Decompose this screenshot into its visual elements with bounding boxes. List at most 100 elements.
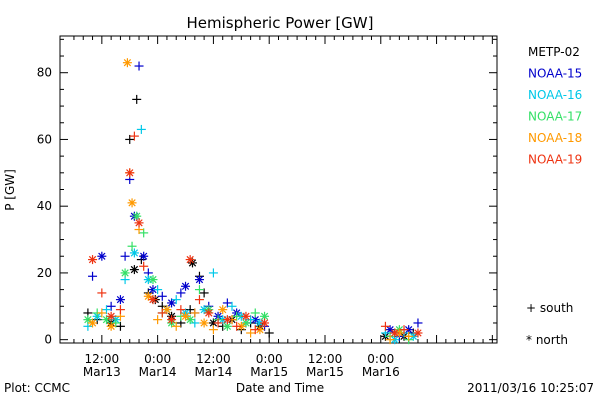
data-point [136,124,146,134]
x-tick-date-label: Mar15 [306,365,344,379]
data-point [413,328,423,338]
data-point [148,285,158,295]
data-point [148,275,158,285]
data-point [97,251,107,261]
data-point [181,281,191,291]
data-point [139,261,149,271]
data-point [185,255,195,265]
data-point [218,305,228,315]
data-point [125,168,135,178]
data-point [241,311,251,321]
data-point [246,328,256,338]
chart-title: Hemispheric Power [GW] [187,14,374,32]
marker-key-entry: * north [526,333,568,347]
data-point [250,308,260,318]
data-point [232,321,242,331]
data-point [129,248,139,258]
data-point [222,298,232,308]
x-axis-label: Date and Time [236,381,324,395]
data-point [213,318,223,328]
y-tick-label: 0 [44,333,52,347]
y-axis: 0 20 40 60 80 [37,38,497,347]
data-point [264,328,274,338]
data-point [181,311,191,321]
y-tick-label: 20 [37,266,52,280]
data-point [199,318,209,328]
y-axis-label: P [GW] [3,169,17,211]
y-tick-label: 80 [37,66,52,80]
data-point [176,305,186,315]
data-point [129,131,139,141]
data-point [127,198,137,208]
data-point [115,295,125,305]
data-point [399,325,409,335]
data-point [162,305,172,315]
series-noaa-15 [88,61,423,341]
data-point [153,315,163,325]
data-point [404,331,414,341]
x-tick-label: 0:00 [256,352,283,366]
data-points [83,58,423,345]
x-tick-date-label: Mar13 [83,365,121,379]
data-point [222,315,232,325]
data-point [227,301,237,311]
data-point [111,318,121,328]
data-point [134,218,144,228]
legend-entry: METP-02 [528,45,580,59]
data-point [194,285,204,295]
data-point [208,268,218,278]
data-point [88,271,98,281]
legend-entry: NOAA-15 [528,67,582,81]
data-point [190,318,200,328]
series-noaa-16 [83,124,418,345]
data-point [115,321,125,331]
series-noaa-19 [88,131,423,338]
marker-key: + south * north [526,301,573,347]
legend-entry: NOAA-17 [528,110,582,124]
x-tick-label: 12:00 [85,352,120,366]
data-point [101,305,111,315]
data-point [194,275,204,285]
y-tick-label: 60 [37,132,52,146]
data-point [241,318,251,328]
data-point [106,321,116,331]
data-point [157,308,167,318]
plot-timestamp: 2011/03/16 10:25:07 [467,381,594,395]
y-tick-label: 40 [37,199,52,213]
data-point [134,61,144,71]
legend: METP-02 NOAA-15 NOAA-16 NOAA-17 NOAA-18 NOAA-… [528,45,582,167]
data-point [143,291,153,301]
data-point [250,325,260,335]
data-point [171,321,181,331]
data-point [97,308,107,318]
legend-entry: NOAA-19 [528,153,582,167]
data-point [260,318,270,328]
data-point [106,301,116,311]
data-point [185,315,195,325]
x-tick-label: 12:00 [196,352,231,366]
data-point [171,295,181,305]
x-tick-date-label: Mar14 [194,365,232,379]
x-tick-date-label: Mar15 [250,365,288,379]
plot-credit: Plot: CCMC [4,381,70,395]
data-point [122,58,132,68]
data-point [167,315,177,325]
x-axis: 12:00Mar130:00Mar1412:00Mar140:00Mar1512… [73,36,493,379]
data-point [139,251,149,261]
series-noaa-17 [83,211,414,345]
data-point [129,265,139,275]
x-tick-date-label: Mar16 [362,365,400,379]
data-point [208,325,218,335]
data-point [139,228,149,238]
legend-entry: NOAA-16 [528,88,582,102]
data-point [246,315,256,325]
data-point [88,255,98,265]
data-point [106,311,116,321]
data-point [190,308,200,318]
data-point [97,288,107,298]
data-point [120,251,130,261]
x-tick-label: 0:00 [367,352,394,366]
data-point [185,305,195,315]
data-point [167,298,177,308]
